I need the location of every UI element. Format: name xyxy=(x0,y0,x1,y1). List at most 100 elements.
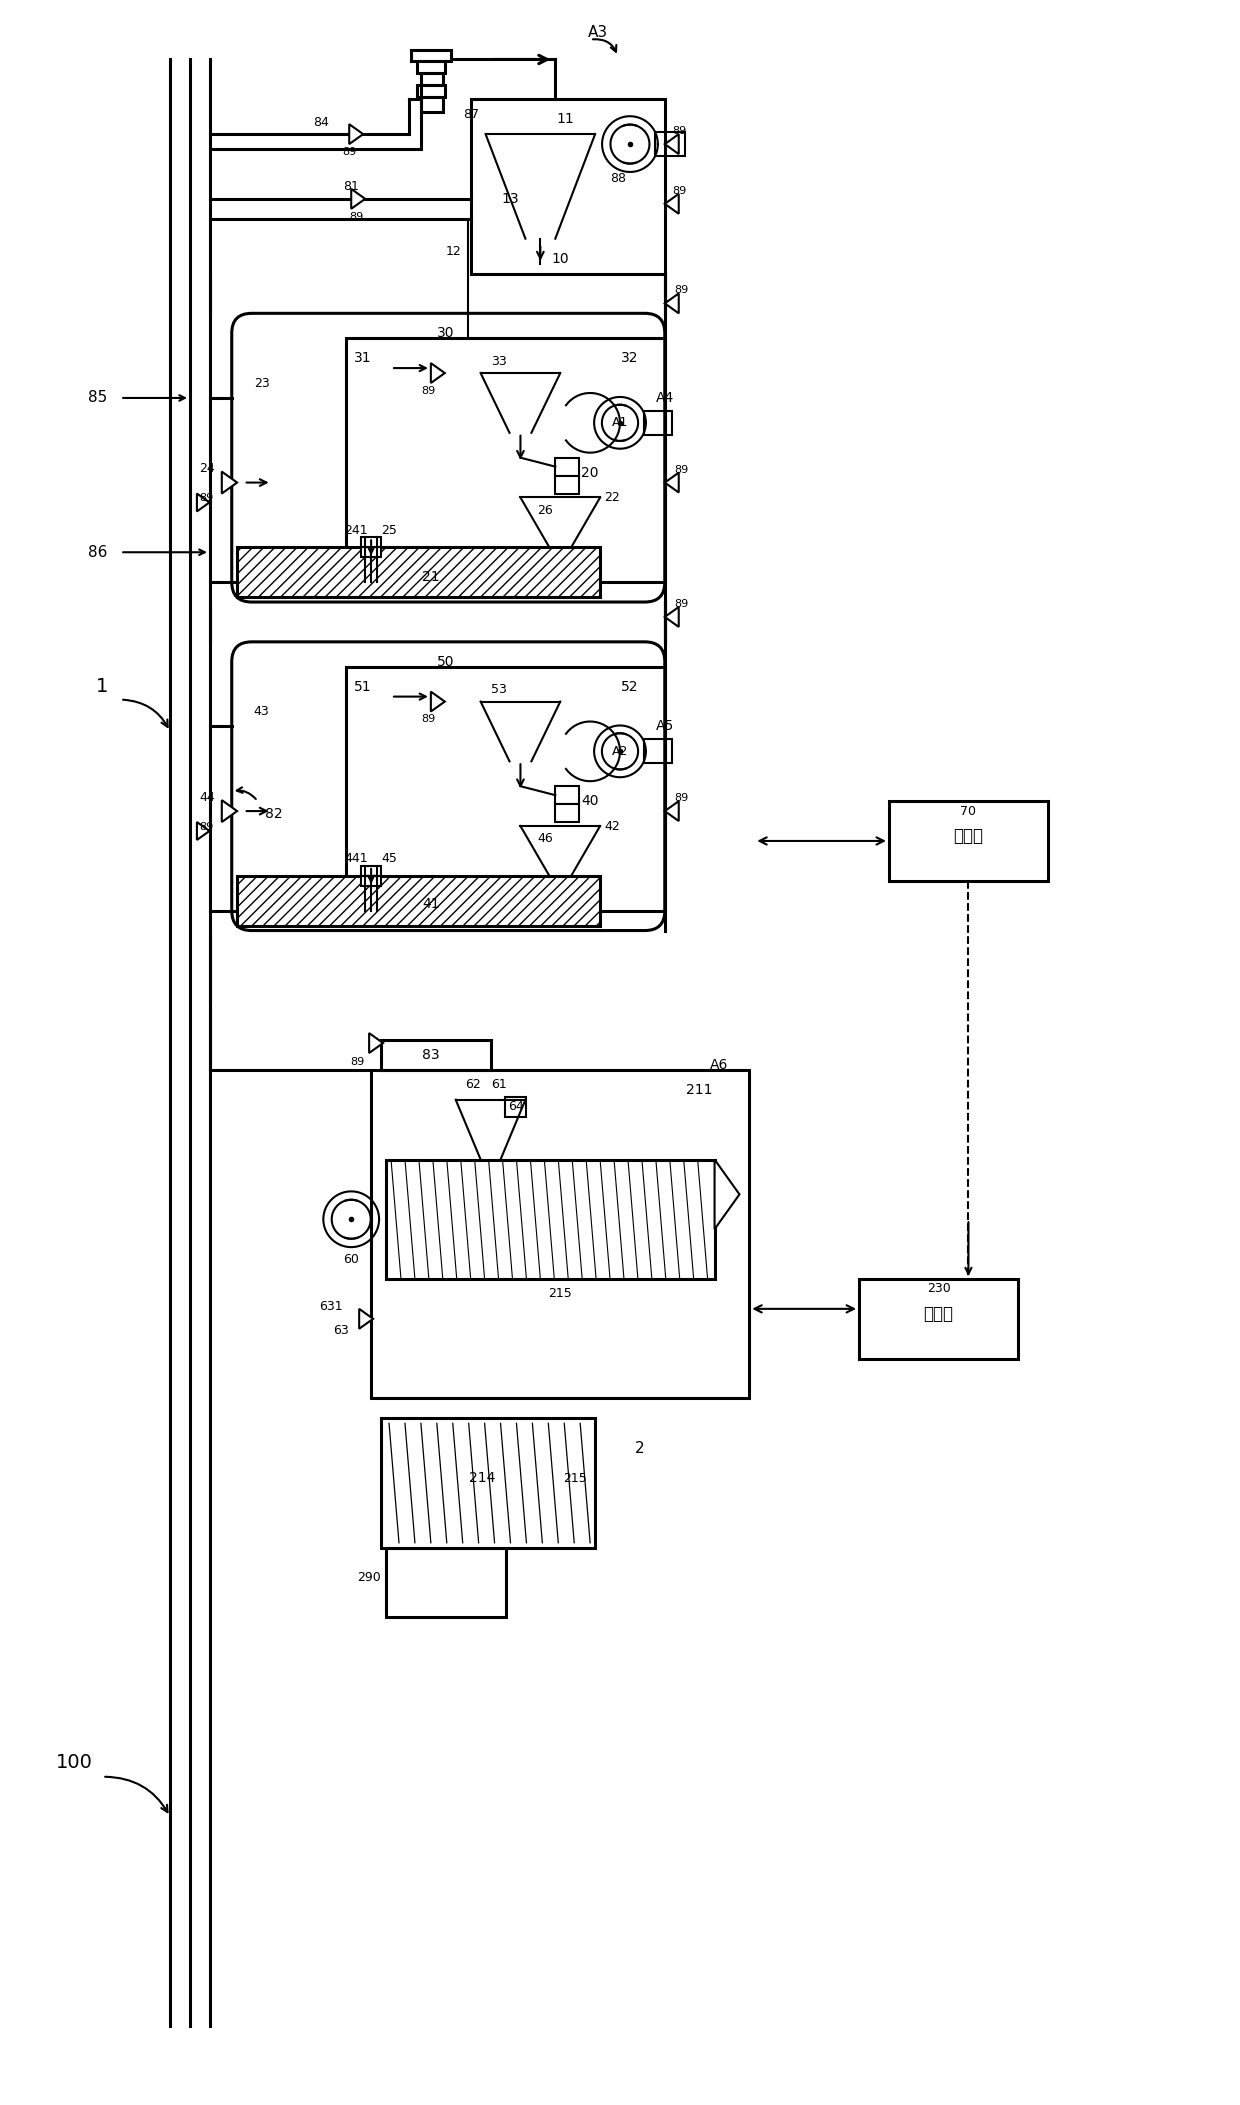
Bar xyxy=(371,1069,749,1398)
Text: A5: A5 xyxy=(656,720,673,733)
Text: 51: 51 xyxy=(355,680,372,695)
Polygon shape xyxy=(714,1160,739,1229)
Text: 30: 30 xyxy=(436,326,455,341)
Text: 24: 24 xyxy=(198,463,215,476)
Text: A6: A6 xyxy=(711,1059,729,1071)
Bar xyxy=(346,667,665,911)
Text: 100: 100 xyxy=(56,1753,93,1772)
Text: 241: 241 xyxy=(345,524,368,537)
Text: 89: 89 xyxy=(675,465,689,474)
Text: 2: 2 xyxy=(635,1440,645,1457)
Text: 70: 70 xyxy=(961,804,976,817)
Text: 41: 41 xyxy=(422,897,440,911)
Bar xyxy=(346,339,665,583)
Text: 1: 1 xyxy=(97,678,109,697)
Polygon shape xyxy=(222,472,237,493)
Text: 33: 33 xyxy=(491,354,506,368)
Bar xyxy=(417,61,445,74)
Bar xyxy=(417,86,445,97)
Bar xyxy=(381,1040,491,1069)
Text: 631: 631 xyxy=(320,1301,343,1314)
Text: 89: 89 xyxy=(422,714,436,724)
Text: 86: 86 xyxy=(88,545,107,560)
Text: 25: 25 xyxy=(381,524,397,537)
Text: 89: 89 xyxy=(672,126,687,137)
Text: 230: 230 xyxy=(926,1282,950,1295)
Polygon shape xyxy=(350,124,363,143)
Text: 42: 42 xyxy=(604,819,620,831)
Text: 50: 50 xyxy=(436,655,455,669)
Bar xyxy=(556,804,579,823)
Polygon shape xyxy=(197,823,210,840)
Bar xyxy=(361,876,381,886)
Text: 81: 81 xyxy=(343,181,360,194)
Polygon shape xyxy=(360,1309,373,1328)
Text: 63: 63 xyxy=(334,1324,350,1337)
Text: 89: 89 xyxy=(200,823,215,831)
Text: 82: 82 xyxy=(265,806,283,821)
Bar xyxy=(237,876,600,926)
Text: 控制部: 控制部 xyxy=(924,1305,954,1322)
Text: 12: 12 xyxy=(446,244,461,259)
Bar xyxy=(556,457,579,476)
Text: 290: 290 xyxy=(357,1570,381,1585)
Text: 控制部: 控制部 xyxy=(954,827,983,844)
Bar xyxy=(859,1280,1018,1358)
Text: 211: 211 xyxy=(687,1082,713,1097)
Text: 21: 21 xyxy=(422,570,440,585)
Text: A4: A4 xyxy=(656,392,673,404)
Text: 85: 85 xyxy=(88,389,107,406)
Bar xyxy=(644,410,672,436)
Polygon shape xyxy=(665,135,678,154)
Text: 89: 89 xyxy=(675,286,689,295)
Bar xyxy=(381,1419,595,1547)
Text: 45: 45 xyxy=(381,853,397,865)
Text: 44: 44 xyxy=(198,791,215,804)
Text: 32: 32 xyxy=(621,352,639,364)
Text: 89: 89 xyxy=(672,185,687,196)
Text: 46: 46 xyxy=(537,831,553,846)
Text: 53: 53 xyxy=(491,684,506,697)
Text: A2: A2 xyxy=(611,745,629,758)
Bar xyxy=(644,739,672,764)
Text: 64: 64 xyxy=(508,1101,525,1114)
Bar xyxy=(237,547,600,598)
Polygon shape xyxy=(665,293,678,314)
Bar xyxy=(471,99,665,274)
Text: 43: 43 xyxy=(254,705,269,718)
Bar xyxy=(556,476,579,493)
Bar xyxy=(889,802,1048,880)
Text: 61: 61 xyxy=(491,1078,506,1090)
Text: 40: 40 xyxy=(582,794,599,808)
Text: 89: 89 xyxy=(350,1057,365,1067)
Text: 215: 215 xyxy=(548,1288,572,1301)
Polygon shape xyxy=(222,800,237,823)
Bar xyxy=(361,537,381,547)
Polygon shape xyxy=(665,802,678,821)
Polygon shape xyxy=(665,474,678,493)
Polygon shape xyxy=(430,693,445,711)
Text: 22: 22 xyxy=(604,490,620,503)
Text: 10: 10 xyxy=(552,253,569,265)
Bar xyxy=(410,51,451,61)
Polygon shape xyxy=(430,362,445,383)
Text: 83: 83 xyxy=(422,1048,440,1063)
Bar xyxy=(361,865,381,876)
Text: 31: 31 xyxy=(355,352,372,364)
Text: 60: 60 xyxy=(343,1252,360,1265)
Bar xyxy=(556,785,579,804)
Bar xyxy=(655,133,684,156)
Text: A3: A3 xyxy=(588,25,608,40)
Text: 62: 62 xyxy=(465,1078,481,1090)
Text: 11: 11 xyxy=(557,112,574,126)
Polygon shape xyxy=(665,194,678,215)
Bar xyxy=(420,74,443,86)
Text: 23: 23 xyxy=(254,377,269,389)
Text: A1: A1 xyxy=(611,417,629,429)
Text: 84: 84 xyxy=(314,116,330,128)
Text: 89: 89 xyxy=(200,493,215,503)
Bar xyxy=(386,1547,506,1617)
Text: 52: 52 xyxy=(621,680,639,695)
Text: 20: 20 xyxy=(582,465,599,480)
Polygon shape xyxy=(665,606,678,627)
